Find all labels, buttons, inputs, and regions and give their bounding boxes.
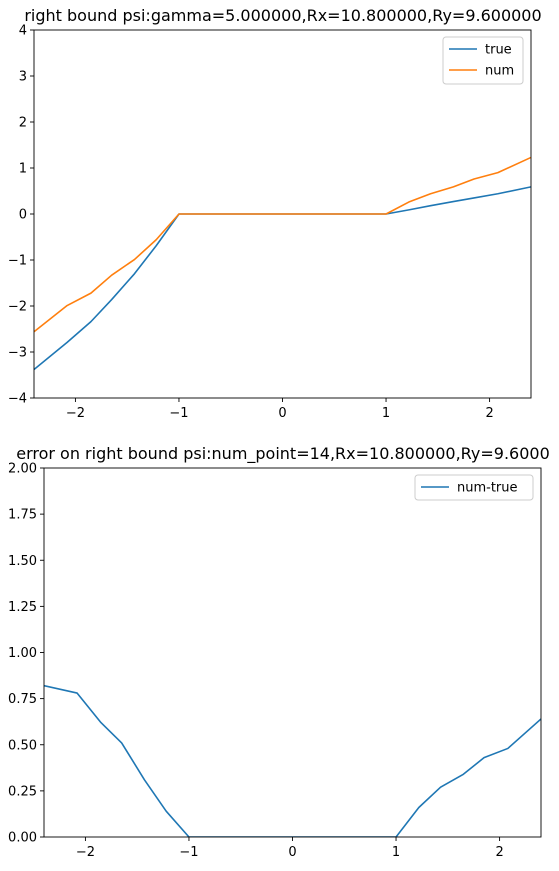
y-tick-label: −2 xyxy=(8,300,27,315)
legend: num-true xyxy=(414,474,534,501)
x-tick-label: 2 xyxy=(495,845,503,860)
x-tick-label: 0 xyxy=(278,406,286,421)
series-line-num xyxy=(34,156,531,333)
legend-label-num-true: num-true xyxy=(457,481,518,496)
y-tick-label: 1 xyxy=(19,162,27,177)
y-tick-label: 1.75 xyxy=(8,508,37,523)
chart-2: error on right bound psi:num_point=14,Rx… xyxy=(8,444,550,860)
y-tick-label: 2.00 xyxy=(8,462,37,477)
y-tick-label: 0 xyxy=(19,208,27,223)
x-tick-label: 2 xyxy=(485,406,493,421)
y-tick-label: −1 xyxy=(8,254,27,269)
series-line-num-true xyxy=(44,684,541,837)
legend-box xyxy=(414,474,534,501)
y-tick-label: 0.00 xyxy=(8,831,37,846)
y-tick-label: 1.00 xyxy=(8,646,37,661)
chart-title: right bound psi:gamma=5.000000,Rx=10.800… xyxy=(24,6,541,25)
legend: true num xyxy=(442,36,524,85)
legend-label-num: num xyxy=(485,64,514,79)
x-tick-label: −2 xyxy=(66,406,85,421)
x-tick-label: 0 xyxy=(288,845,296,860)
y-tick-label: 2 xyxy=(19,116,27,131)
y-tick-label: 0.25 xyxy=(8,784,37,799)
x-tick-label: −1 xyxy=(179,845,198,860)
x-tick-label: 1 xyxy=(392,845,400,860)
y-tick-label: 0.50 xyxy=(8,738,37,753)
y-tick-label: 1.25 xyxy=(8,600,37,615)
plot-frame xyxy=(43,467,542,838)
x-tick-label: 1 xyxy=(382,406,390,421)
x-tick-label: −2 xyxy=(76,845,95,860)
chart-title: error on right bound psi:num_point=14,Rx… xyxy=(16,444,550,464)
y-tick-label: 3 xyxy=(19,70,27,85)
chart-1: right bound psi:gamma=5.000000,Rx=10.800… xyxy=(8,6,542,421)
y-tick-label: −4 xyxy=(8,392,27,407)
y-tick-label: 1.50 xyxy=(8,554,37,569)
y-tick-label: 4 xyxy=(19,24,27,39)
legend-label-true: true xyxy=(485,43,512,58)
y-tick-label: 0.75 xyxy=(8,692,37,707)
x-tick-label: −1 xyxy=(169,406,188,421)
y-tick-label: −3 xyxy=(8,346,27,361)
